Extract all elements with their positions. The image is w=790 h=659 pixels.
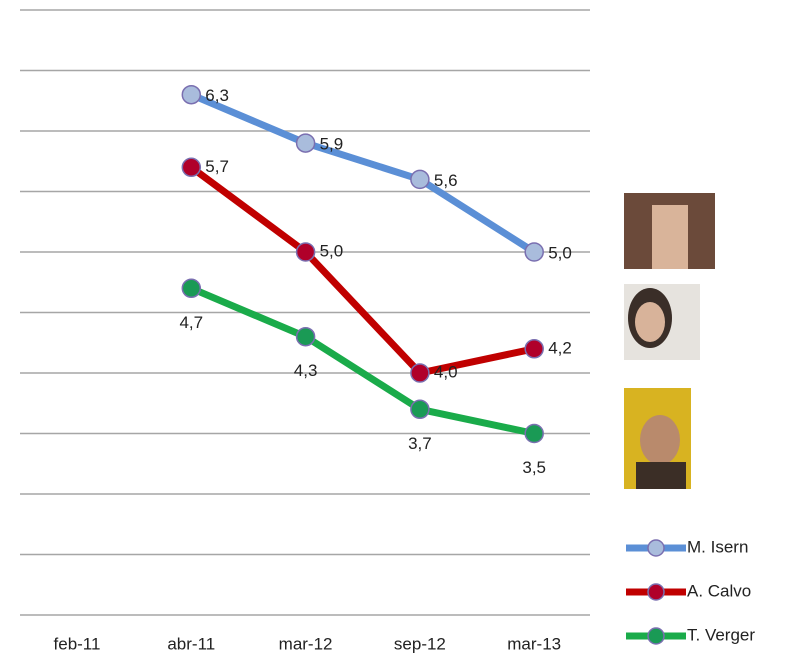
point <box>295 326 316 347</box>
photo-verger-face <box>640 415 680 465</box>
x-tick-label: feb-11 <box>54 634 101 653</box>
data-label: 3,7 <box>408 434 432 453</box>
x-tick-label: mar-13 <box>507 634 561 653</box>
data-label: 5,7 <box>205 157 229 176</box>
photo-isern-face <box>652 205 688 269</box>
data-label: 6,3 <box>205 86 229 105</box>
point <box>181 278 202 299</box>
data-label: 4,7 <box>179 313 203 332</box>
data-label: 5,0 <box>320 241 344 260</box>
data-label: 5,6 <box>434 171 458 190</box>
photos <box>624 193 715 489</box>
series-line <box>189 91 537 255</box>
x-tick-label: sep-12 <box>394 634 446 653</box>
point <box>181 157 202 178</box>
photo-calvo-face <box>635 302 665 342</box>
legend-label: A. Calvo <box>687 581 751 600</box>
data-label: 4,2 <box>548 338 572 357</box>
legend-marker <box>647 627 665 645</box>
data-label: 4,0 <box>434 362 458 381</box>
legend-label: T. Verger <box>687 625 755 644</box>
x-tick-label: mar-12 <box>279 634 333 653</box>
data-label: 5,0 <box>548 243 572 262</box>
point <box>295 133 316 153</box>
legend-marker <box>647 539 665 557</box>
x-tick-label: abr-11 <box>167 634 215 653</box>
data-label: 3,5 <box>522 458 546 477</box>
point <box>181 84 202 105</box>
point <box>524 423 544 444</box>
point <box>410 399 430 420</box>
point <box>295 242 316 262</box>
legend-marker <box>647 583 665 601</box>
series-line <box>189 164 535 377</box>
point <box>524 242 544 262</box>
point <box>410 169 430 190</box>
data-label: 5,9 <box>320 135 344 154</box>
data-label: 4,3 <box>294 361 318 380</box>
point <box>410 363 430 383</box>
point <box>524 339 544 359</box>
photo-verger-body <box>636 462 686 489</box>
series-line <box>189 285 535 437</box>
legend-label: M. Isern <box>687 537 748 556</box>
